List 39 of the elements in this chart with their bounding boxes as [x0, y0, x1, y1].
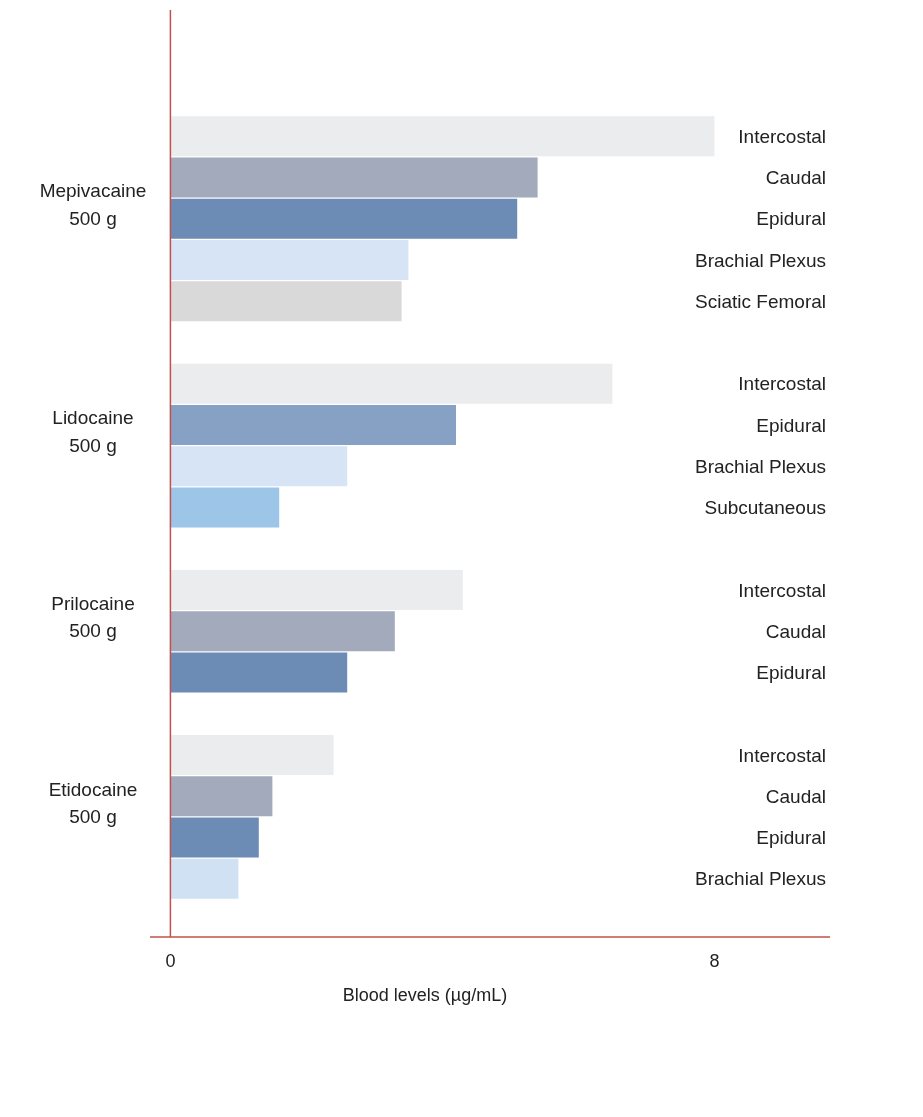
bar — [170, 652, 348, 693]
text: Prilocaine 500 g — [51, 592, 135, 642]
y-tick-label: Brachial Plexus — [695, 868, 826, 890]
bar — [170, 198, 518, 239]
bar — [170, 817, 259, 858]
bar — [170, 735, 334, 776]
bar — [170, 446, 348, 487]
bar — [170, 858, 239, 899]
y-tick-label: Intercostal — [738, 744, 826, 766]
text: Lidocaine 500 g — [52, 407, 134, 456]
bar — [170, 239, 409, 280]
x-tick-label: 0 — [165, 951, 176, 971]
y-tick-label: Intercostal — [738, 579, 826, 601]
x-tick-label: 8 — [709, 951, 720, 971]
y-tick-label: Brachial Plexus — [695, 249, 826, 271]
y-tick-label: Intercostal — [738, 373, 826, 395]
y-tick-label: Epidural — [756, 208, 826, 230]
y-tick-label: Intercostal — [738, 125, 826, 147]
y-tick-label: Caudal — [765, 167, 826, 189]
bar — [170, 611, 395, 652]
bar — [170, 281, 402, 322]
y-tick-label: Sciatic Femoral — [695, 290, 826, 312]
text: Mepivacaine 500 g — [39, 180, 147, 229]
bar — [170, 404, 456, 446]
bar — [170, 363, 613, 404]
bar — [170, 776, 273, 817]
text: Etidocaine 500 g — [48, 778, 138, 828]
bar — [170, 570, 463, 611]
y-tick-label: Epidural — [756, 414, 826, 436]
bar — [170, 157, 538, 198]
y-tick-label: Subcutaneous — [704, 497, 826, 519]
bar — [170, 116, 715, 157]
y-tick-label: Caudal — [765, 620, 826, 642]
y-tick-label: Caudal — [765, 785, 826, 807]
y-tick-label: Brachial Plexus — [695, 455, 826, 477]
bar — [170, 487, 280, 528]
y-tick-label: Epidural — [756, 827, 826, 849]
y-tick-label: Epidural — [756, 662, 826, 684]
x-axis-title: Blood levels (µg/mL) — [342, 985, 508, 1005]
